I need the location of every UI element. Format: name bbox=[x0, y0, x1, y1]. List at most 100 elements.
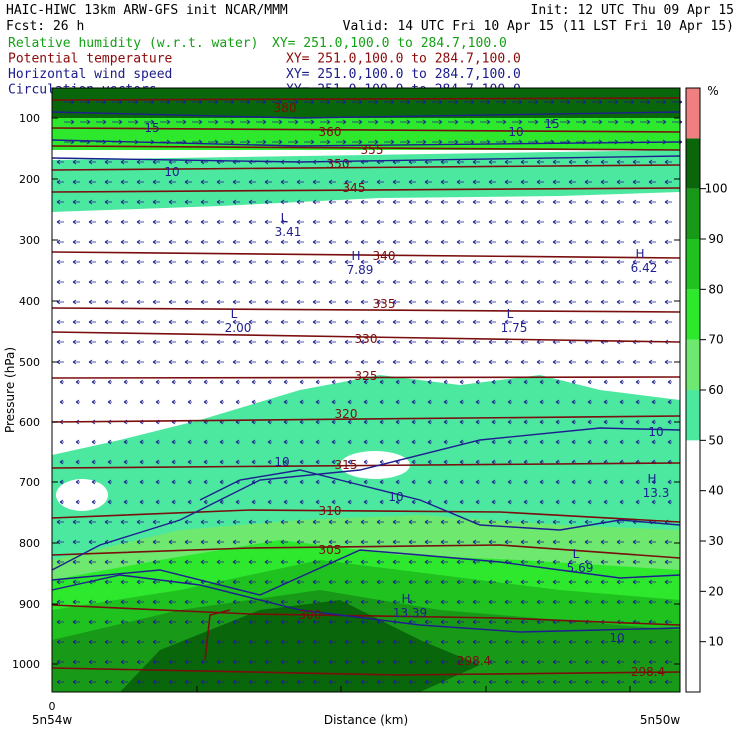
vector-arrow bbox=[72, 199, 80, 205]
vector-arrow bbox=[408, 679, 416, 685]
vector-arrow bbox=[459, 379, 464, 385]
vector-arrow bbox=[280, 599, 288, 605]
vector-arrow bbox=[160, 119, 171, 125]
theta-label: 355 bbox=[361, 143, 384, 157]
vector-arrow bbox=[200, 599, 208, 605]
vector-arrow bbox=[200, 659, 208, 665]
vector-arrow bbox=[408, 299, 416, 305]
vector-arrow bbox=[424, 319, 432, 325]
vector-arrow bbox=[139, 459, 144, 465]
vector-arrow bbox=[416, 139, 427, 145]
vector-arrow bbox=[283, 459, 288, 465]
vector-arrow bbox=[584, 259, 592, 265]
vector-arrow bbox=[520, 639, 528, 645]
vector-arrow bbox=[184, 519, 192, 525]
vector-arrow bbox=[56, 539, 64, 545]
vector-arrow bbox=[232, 599, 240, 605]
wind-contour bbox=[51, 574, 681, 633]
vector-arrow bbox=[88, 539, 96, 545]
vector-arrow bbox=[376, 219, 384, 225]
vector-arrow bbox=[120, 619, 128, 625]
vector-arrow bbox=[152, 239, 160, 245]
vector-arrow bbox=[584, 519, 592, 525]
theta-contour bbox=[51, 376, 681, 379]
vector-arrow bbox=[523, 439, 528, 445]
vector-arrow bbox=[347, 459, 352, 465]
vector-arrow bbox=[635, 499, 640, 505]
vector-arrow bbox=[344, 199, 352, 205]
vector-arrow bbox=[448, 99, 459, 105]
vector-arrow bbox=[568, 179, 576, 185]
vector-arrow bbox=[232, 239, 240, 245]
vector-arrow bbox=[336, 119, 347, 125]
colorbar-swatch bbox=[686, 440, 700, 491]
header-forecast: Fcst: 26 h bbox=[6, 19, 84, 34]
vector-arrow bbox=[504, 199, 512, 205]
vector-arrow bbox=[648, 539, 656, 545]
vector-arrow bbox=[56, 619, 64, 625]
vector-arrow bbox=[280, 279, 288, 285]
vector-arrow bbox=[376, 239, 384, 245]
vector-arrow bbox=[648, 299, 656, 305]
vector-arrow bbox=[504, 159, 512, 165]
vector-arrow bbox=[648, 199, 656, 205]
vector-arrow bbox=[107, 399, 112, 405]
vector-arrow bbox=[136, 359, 144, 365]
vector-arrow bbox=[347, 419, 352, 425]
vector-arrow bbox=[520, 219, 528, 225]
vector-arrow bbox=[168, 359, 176, 365]
vector-arrow bbox=[552, 639, 560, 645]
vector-arrow bbox=[440, 319, 448, 325]
vector-arrow bbox=[232, 319, 240, 325]
vector-arrow bbox=[635, 419, 640, 425]
vector-arrow bbox=[184, 639, 192, 645]
vector-arrow bbox=[427, 459, 432, 465]
vector-arrow bbox=[248, 259, 256, 265]
vector-arrow bbox=[128, 119, 139, 125]
y-tick-label: 200 bbox=[19, 173, 40, 186]
vector-arrow bbox=[395, 499, 400, 505]
vector-arrow bbox=[328, 679, 336, 685]
vector-arrow bbox=[440, 259, 448, 265]
vector-arrow bbox=[315, 479, 320, 485]
vector-arrow bbox=[480, 99, 491, 105]
extremum-marker: L bbox=[507, 307, 514, 321]
vector-arrow bbox=[368, 99, 379, 105]
vector-arrow bbox=[91, 499, 96, 505]
vector-arrow bbox=[344, 519, 352, 525]
vector-arrow bbox=[120, 259, 128, 265]
vector-arrow bbox=[507, 439, 512, 445]
vector-arrow bbox=[472, 659, 480, 665]
vector-arrow bbox=[603, 439, 608, 445]
vector-arrow bbox=[136, 579, 144, 585]
vector-arrow bbox=[555, 419, 560, 425]
vector-arrow bbox=[56, 519, 64, 525]
vector-arrow bbox=[171, 499, 176, 505]
vector-arrow bbox=[632, 359, 640, 365]
vector-arrow bbox=[632, 319, 640, 325]
vector-arrow bbox=[248, 619, 256, 625]
vector-arrow bbox=[240, 119, 251, 125]
vector-arrow bbox=[136, 219, 144, 225]
extremum-marker: L bbox=[231, 307, 238, 321]
theta-contour bbox=[51, 604, 681, 626]
vector-arrow bbox=[488, 279, 496, 285]
vector-arrow bbox=[632, 599, 640, 605]
vector-arrow bbox=[520, 179, 528, 185]
vector-arrow bbox=[315, 439, 320, 445]
vector-arrow bbox=[424, 359, 432, 365]
vector-arrow bbox=[648, 559, 656, 565]
vector-arrow bbox=[56, 199, 64, 205]
vector-arrow bbox=[552, 359, 560, 365]
vector-arrow bbox=[296, 619, 304, 625]
vector-arrow bbox=[536, 519, 544, 525]
wind-contour bbox=[199, 469, 681, 531]
vector-arrow bbox=[456, 239, 464, 245]
vector-arrow bbox=[424, 559, 432, 565]
vector-arrow bbox=[283, 399, 288, 405]
vector-arrow bbox=[107, 479, 112, 485]
vector-arrow bbox=[136, 279, 144, 285]
vector-arrow bbox=[152, 359, 160, 365]
vector-arrow bbox=[603, 379, 608, 385]
vector-arrow bbox=[328, 319, 336, 325]
